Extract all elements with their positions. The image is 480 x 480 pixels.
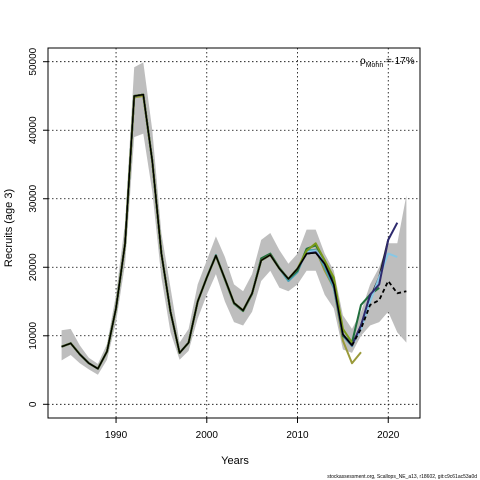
- y-tick-label: 0: [28, 401, 39, 407]
- x-tick-label: 1990: [105, 430, 128, 441]
- confidence-band-area: [61, 62, 407, 375]
- y-axis-ticks: 0 10000 20000 30000 40000 50000: [28, 47, 48, 407]
- y-tick-label: 30000: [28, 184, 39, 212]
- series-line: [61, 93, 380, 370]
- y-tick-label: 50000: [28, 47, 39, 75]
- confidence-band: [61, 62, 407, 375]
- y-tick-label: 10000: [28, 321, 39, 349]
- x-axis-ticks: 1990 2000 2010 2020: [105, 418, 400, 441]
- y-tick-label: 20000: [28, 253, 39, 281]
- x-axis-title: Years: [221, 455, 249, 467]
- main-estimate-dashed-line: [351, 280, 407, 346]
- rho-subscript: Mohn: [366, 62, 384, 69]
- x-tick-label: 2020: [377, 430, 400, 441]
- rho-value: = 17%: [383, 56, 415, 67]
- grid-lines: [48, 48, 420, 418]
- mohn-rho-annotation: ρMohn = 17%: [360, 56, 415, 69]
- main-estimate-line: [61, 93, 353, 370]
- series-line: [61, 93, 372, 370]
- retro-series-lines: [61, 93, 407, 370]
- x-tick-label: 2010: [286, 430, 309, 441]
- y-tick-label: 40000: [28, 116, 39, 144]
- x-tick-label: 2000: [196, 430, 219, 441]
- y-axis-title: Recruits (age 3): [3, 189, 15, 267]
- rho-symbol: ρ: [360, 56, 366, 67]
- plot-border: [47, 47, 421, 419]
- footer-source: stockassessment.org, Scallops_NE_a13, r1…: [327, 474, 477, 480]
- plot-frame: [47, 47, 421, 419]
